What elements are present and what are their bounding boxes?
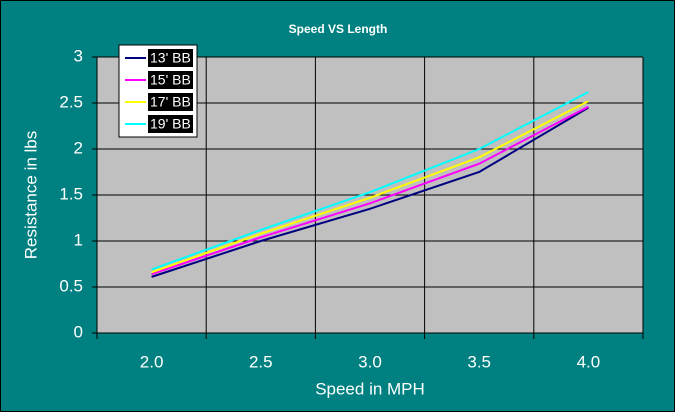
series-line (151, 91, 589, 271)
series-line (151, 106, 589, 278)
y-tick-label: 3 (74, 46, 83, 65)
y-tick-label: 0 (74, 322, 83, 341)
series-line (151, 100, 589, 274)
legend-label-bg (148, 49, 193, 67)
y-axis-label: Resistance in lbs (21, 131, 40, 260)
legend-items: 13' BB 15' BB 17' BB 19' BB (125, 49, 193, 133)
legend-label-bg (148, 115, 193, 133)
legend-label-bg (148, 93, 193, 111)
x-axis-label: Speed in MPH (315, 379, 425, 398)
y-tick-label: 1 (74, 230, 83, 249)
x-tick-label: 2.5 (249, 352, 273, 371)
legend-label: 19' BB (150, 116, 191, 132)
y-tick-label: 1.5 (59, 184, 83, 203)
x-tick-label: 3.0 (358, 352, 382, 371)
lines (151, 91, 589, 278)
x-tick-label: 3.5 (467, 352, 491, 371)
y-tick-label: 2.5 (59, 92, 83, 111)
chart-title: Speed VS Length (289, 22, 388, 36)
series-line (151, 105, 589, 276)
y-tick-label: 2 (74, 138, 83, 157)
x-tick-label: 2.0 (140, 352, 164, 371)
legend-label: 15' BB (150, 72, 191, 88)
legend-label: 17' BB (150, 94, 191, 110)
legend-label-bg (148, 71, 193, 89)
y-tick-label: 0.5 (59, 276, 83, 295)
legend-label: 13' BB (150, 50, 191, 66)
x-tick-label: 4.0 (577, 352, 601, 371)
